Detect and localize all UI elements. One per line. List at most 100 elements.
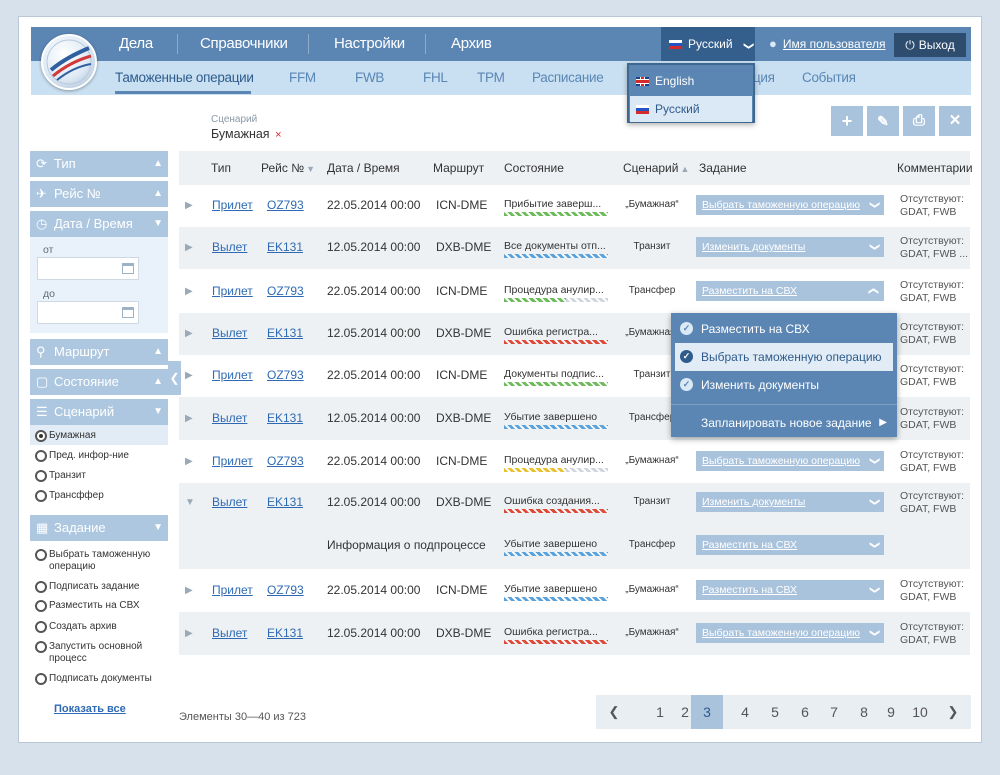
expand-row-icon[interactable]: ▶ xyxy=(185,200,193,211)
expand-row-icon[interactable]: ▶ xyxy=(185,413,193,424)
page-button[interactable]: 1 xyxy=(656,704,664,720)
flight-link[interactable]: OZ793 xyxy=(267,454,304,468)
task-option[interactable]: Запустить основной процесс xyxy=(35,641,165,665)
filter-datetime-header[interactable]: ◷ Дата / Время ▼ xyxy=(30,211,168,237)
expand-row-icon[interactable]: ▶ xyxy=(185,628,193,639)
type-link[interactable]: Вылет xyxy=(212,411,248,425)
subnav-events[interactable]: События xyxy=(802,70,856,85)
page-button[interactable]: 9 xyxy=(887,704,895,720)
show-all-link[interactable]: Показать все xyxy=(54,703,126,715)
flight-link[interactable]: OZ793 xyxy=(267,284,304,298)
column-header-comments[interactable]: Комментарии xyxy=(897,161,973,175)
expand-row-icon[interactable]: ▶ xyxy=(185,286,193,297)
flight-link[interactable]: EK131 xyxy=(267,240,304,254)
task-menu-item[interactable]: ✓ Разместить на СВХ xyxy=(671,315,897,343)
schedule-new-task-item[interactable]: Запланировать новое задание ▶ xyxy=(671,409,897,437)
flight-link[interactable]: OZ793 xyxy=(267,583,304,597)
user-profile-link[interactable]: ● Имя пользователя xyxy=(769,27,886,61)
scenario-option[interactable]: Трансффер xyxy=(35,490,104,502)
task-option[interactable]: Подписать задание xyxy=(35,581,140,593)
radio-icon[interactable] xyxy=(35,470,47,482)
task-select[interactable]: Выбрать таможенную операцию ❯ xyxy=(696,195,884,215)
language-option-english[interactable]: English xyxy=(630,68,752,94)
flight-link[interactable]: OZ793 xyxy=(267,368,304,382)
table-row[interactable]: ▶ Прилет OZ793 22.05.2014 00:00 ICN-DME … xyxy=(179,440,970,483)
radio-icon[interactable] xyxy=(35,673,47,685)
page-button[interactable]: 2 xyxy=(681,704,689,720)
type-link[interactable]: Прилет xyxy=(212,583,253,597)
task-select[interactable]: Изменить документы ❯ xyxy=(696,492,884,512)
remove-filter-icon[interactable]: × xyxy=(275,129,282,141)
table-row[interactable]: ▶ Прилет OZ793 22.05.2014 00:00 ICN-DME … xyxy=(179,569,970,612)
filter-status-header[interactable]: ▢ Состояние ▲ xyxy=(30,369,168,395)
page-button[interactable]: 4 xyxy=(741,704,749,720)
table-row[interactable]: ▶ Прилет OZ793 22.05.2014 00:00 ICN-DME … xyxy=(179,185,970,227)
expand-row-icon[interactable]: ▶ xyxy=(185,585,193,596)
radio-icon[interactable] xyxy=(35,641,47,653)
flight-link[interactable]: OZ793 xyxy=(267,198,304,212)
filter-route-header[interactable]: ⚲ Маршрут ▲ xyxy=(30,339,168,365)
date-to-input[interactable] xyxy=(37,301,139,324)
scenario-option[interactable]: Бумажная xyxy=(35,430,96,442)
subnav-fwb[interactable]: FWB xyxy=(355,70,385,85)
task-option[interactable]: Создать архив xyxy=(35,621,117,633)
flight-link[interactable]: EK131 xyxy=(267,326,304,340)
edit-button[interactable]: ✎ xyxy=(867,106,899,136)
table-row[interactable]: ▶ Прилет OZ793 22.05.2014 00:00 ICN-DME … xyxy=(179,355,970,397)
column-header-flight[interactable]: Рейс № ▼ xyxy=(261,151,315,185)
type-link[interactable]: Прилет xyxy=(212,198,253,212)
logout-button[interactable]: ⏻ Выход xyxy=(894,33,966,57)
scenario-option[interactable]: Пред. инфор-ние xyxy=(35,450,129,462)
calendar-icon[interactable] xyxy=(122,307,134,318)
task-select[interactable]: Разместить на СВХ ❯ xyxy=(696,580,884,600)
nav-tab-cases[interactable]: Дела xyxy=(119,35,153,52)
expand-row-icon[interactable]: ▶ xyxy=(185,242,193,253)
type-link[interactable]: Вылет xyxy=(212,626,248,640)
expand-row-icon[interactable]: ▶ xyxy=(185,328,193,339)
radio-selected-icon[interactable] xyxy=(35,430,47,442)
task-menu-item-selected[interactable]: ✓ Выбрать таможенную операцию xyxy=(675,343,893,371)
page-button[interactable]: 6 xyxy=(801,704,809,720)
radio-icon[interactable] xyxy=(35,581,47,593)
column-header-scenario[interactable]: Сценарий ▲ xyxy=(623,151,689,185)
next-page-button[interactable]: ❯ xyxy=(947,704,959,719)
task-select[interactable]: Изменить документы ❯ xyxy=(696,237,884,257)
page-button[interactable]: 8 xyxy=(860,704,868,720)
column-header-task[interactable]: Задание xyxy=(699,161,747,175)
print-button[interactable]: ⎙ xyxy=(903,106,935,136)
filter-flight-header[interactable]: ✈ Рейс № ▲ xyxy=(30,181,168,207)
radio-icon[interactable] xyxy=(35,490,47,502)
column-header-route[interactable]: Маршрут xyxy=(433,161,485,175)
type-link[interactable]: Прилет xyxy=(212,368,253,382)
table-row[interactable]: ▶ Прилет OZ793 22.05.2014 00:00 ICN-DME … xyxy=(179,270,970,313)
flight-link[interactable]: EK131 xyxy=(267,411,304,425)
filter-task-header[interactable]: ▦ Задание ▼ xyxy=(30,515,168,541)
type-link[interactable]: Вылет xyxy=(212,240,248,254)
page-button[interactable]: 10 xyxy=(912,704,928,720)
date-from-input[interactable] xyxy=(37,257,139,280)
task-menu-item[interactable]: ✓ Изменить документы xyxy=(671,371,897,399)
radio-icon[interactable] xyxy=(35,450,47,462)
nav-tab-settings[interactable]: Настройки xyxy=(334,35,405,52)
language-selector[interactable]: Русский ❯ xyxy=(661,27,755,61)
task-option[interactable]: Разместить на СВХ xyxy=(35,600,140,612)
filter-scenario-header[interactable]: ☰ Сценарий ▼ xyxy=(30,399,168,425)
collapse-row-icon[interactable]: ▼ xyxy=(185,497,195,508)
filter-type-header[interactable]: ⟳ Тип ▲ xyxy=(30,151,168,177)
subnav-schedule[interactable]: Расписание xyxy=(532,70,604,85)
scenario-option[interactable]: Транзит xyxy=(35,470,86,482)
subnav-tpm[interactable]: TPM xyxy=(477,70,505,85)
radio-icon[interactable] xyxy=(35,621,47,633)
task-select[interactable]: Выбрать таможенную операцию ❯ xyxy=(696,451,884,471)
type-link[interactable]: Прилет xyxy=(212,284,253,298)
language-option-russian[interactable]: Русский xyxy=(630,96,752,122)
subnav-fhl[interactable]: FHL xyxy=(423,70,448,85)
type-link[interactable]: Прилет xyxy=(212,454,253,468)
page-button[interactable]: 3 xyxy=(691,695,723,729)
type-link[interactable]: Вылет xyxy=(212,495,248,509)
task-option[interactable]: Подписать документы xyxy=(35,673,152,685)
subnav-customs-operations[interactable]: Таможенные операции xyxy=(115,70,254,85)
page-button[interactable]: 7 xyxy=(830,704,838,720)
expand-row-icon[interactable]: ▶ xyxy=(185,456,193,467)
expand-row-icon[interactable]: ▶ xyxy=(185,370,193,381)
